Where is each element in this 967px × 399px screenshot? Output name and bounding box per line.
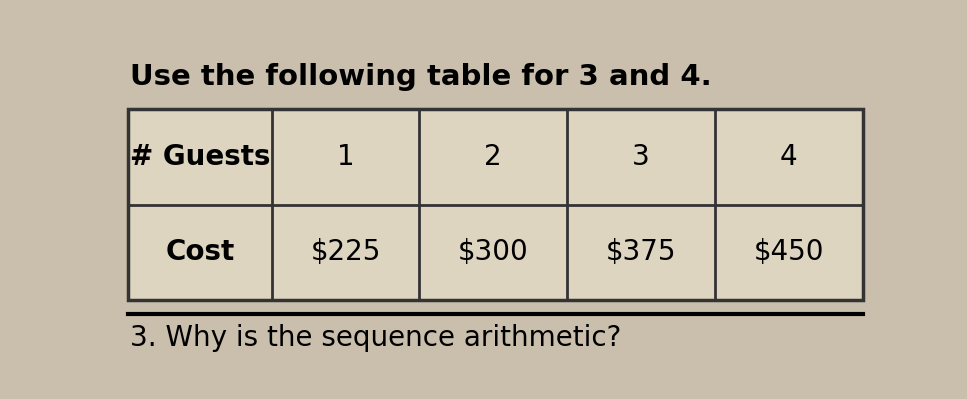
Bar <box>272 205 420 300</box>
Text: 4: 4 <box>780 143 798 171</box>
Bar <box>568 109 715 205</box>
Bar <box>420 205 568 300</box>
Text: $300: $300 <box>458 238 529 266</box>
Bar <box>715 205 863 300</box>
Bar <box>129 109 272 205</box>
Bar <box>129 205 272 300</box>
Text: Use the following table for 3 and 4.: Use the following table for 3 and 4. <box>130 63 712 91</box>
Bar <box>568 205 715 300</box>
Text: $225: $225 <box>310 238 381 266</box>
Text: # Guests: # Guests <box>130 143 270 171</box>
Text: 3: 3 <box>632 143 650 171</box>
Bar <box>272 109 420 205</box>
Text: 3. Why is the sequence arithmetic?: 3. Why is the sequence arithmetic? <box>130 324 621 352</box>
Text: 1: 1 <box>337 143 354 171</box>
Text: Cost: Cost <box>165 238 235 266</box>
Text: 2: 2 <box>484 143 502 171</box>
Text: $450: $450 <box>753 238 824 266</box>
Bar <box>129 109 863 300</box>
Text: $375: $375 <box>606 238 676 266</box>
Bar <box>715 109 863 205</box>
Bar <box>420 109 568 205</box>
